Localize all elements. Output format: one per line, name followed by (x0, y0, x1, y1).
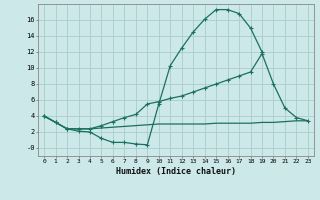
X-axis label: Humidex (Indice chaleur): Humidex (Indice chaleur) (116, 167, 236, 176)
